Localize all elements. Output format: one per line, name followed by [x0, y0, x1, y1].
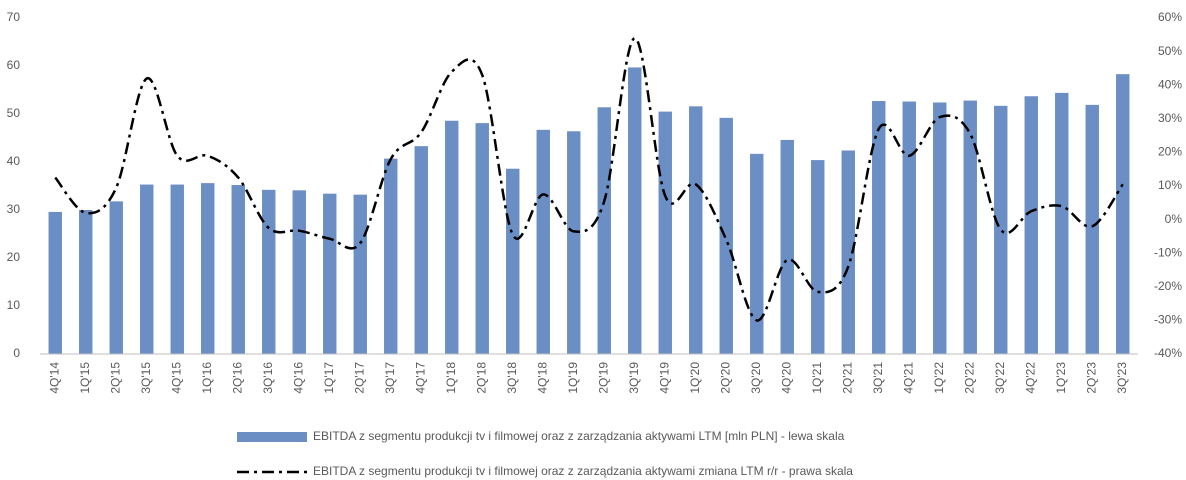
- bar: [323, 193, 337, 354]
- x-tick-label: 4Q'19: [657, 362, 671, 394]
- line: [54, 36, 1124, 322]
- bar: [689, 106, 703, 354]
- x-tick-label: 4Q'17: [413, 362, 427, 394]
- bar: [1024, 96, 1038, 355]
- y2-tick-label: 10%: [1158, 178, 1182, 192]
- bar: [811, 160, 825, 354]
- x-tick-label: 3Q'20: [749, 362, 763, 394]
- x-tick-label: 2Q'19: [596, 362, 610, 394]
- bar: [170, 184, 184, 354]
- x-tick-label: 1Q'17: [322, 362, 336, 394]
- bar: [384, 158, 398, 354]
- y2-tick-label: -20%: [1154, 279, 1182, 293]
- bar: [841, 150, 855, 354]
- x-tick-label: 3Q'15: [139, 362, 153, 394]
- x-tick-label: 1Q'19: [566, 362, 580, 394]
- bar: [536, 129, 550, 354]
- bar: [445, 120, 459, 354]
- bar: [750, 153, 764, 354]
- y2-tick-label: 60%: [1158, 10, 1182, 24]
- bar: [719, 117, 733, 354]
- y2-tick-label: 40%: [1158, 77, 1182, 91]
- y2-tick-label: -10%: [1154, 245, 1182, 259]
- bar: [262, 189, 276, 354]
- y2-tick-label: 20%: [1158, 145, 1182, 159]
- x-tick-label: 3Q'21: [871, 362, 885, 394]
- bar: [292, 190, 306, 354]
- x-tick-label: 4Q'18: [535, 362, 549, 394]
- x-tick-label: 1Q'16: [200, 362, 214, 394]
- legend-swatch: [237, 432, 307, 442]
- bar: [1116, 74, 1130, 354]
- x-tick-label: 3Q'16: [261, 362, 275, 394]
- x-tick-label: 1Q'23: [1054, 362, 1068, 394]
- bar: [902, 101, 916, 355]
- x-tick-label: 3Q'19: [627, 362, 641, 394]
- x-tick-label: 4Q'22: [1023, 362, 1037, 394]
- y2-tick-label: -30%: [1154, 313, 1182, 327]
- bar: [231, 185, 245, 354]
- legend-label: EBITDA z segmentu produkcji tv i filmowe…: [313, 429, 845, 443]
- y-tick-label: 40: [7, 154, 21, 168]
- bar: [201, 183, 215, 354]
- bar: [48, 211, 62, 354]
- bar: [140, 184, 154, 354]
- x-tick-label: 2Q'18: [474, 362, 488, 394]
- x-tick-label: 2Q'23: [1084, 362, 1098, 394]
- bar: [109, 201, 123, 354]
- x-tick-label: 1Q'21: [810, 362, 824, 394]
- bar: [79, 210, 93, 354]
- bar: [1085, 104, 1099, 354]
- x-tick-label: 2Q'20: [718, 362, 732, 394]
- y2-tick-label: -40%: [1154, 346, 1182, 360]
- y-tick-label: 10: [7, 298, 21, 312]
- x-tick-label: 1Q'22: [932, 362, 946, 394]
- x-tick-label: 4Q'20: [779, 362, 793, 394]
- bar: [414, 146, 428, 354]
- x-tick-label: 3Q'22: [993, 362, 1007, 394]
- x-tick-label: 2Q'17: [352, 362, 366, 394]
- bar: [475, 123, 489, 355]
- x-tick-label: 1Q'20: [688, 362, 702, 394]
- y-tick-label: 70: [7, 10, 21, 24]
- bar: [567, 131, 581, 354]
- x-tick-label: 4Q'15: [169, 362, 183, 394]
- y-tick-label: 30: [7, 202, 21, 216]
- x-tick-label: 3Q'17: [383, 362, 397, 394]
- bar: [597, 107, 611, 354]
- bar: [933, 102, 947, 354]
- bar: [994, 105, 1008, 354]
- x-tick-label: 2Q'15: [108, 362, 122, 394]
- bar: [963, 100, 977, 354]
- x-tick-label: 4Q'14: [47, 362, 61, 394]
- y2-tick-label: 50%: [1158, 44, 1182, 58]
- x-tick-label: 2Q'21: [840, 362, 854, 394]
- bar: [872, 101, 886, 354]
- x-tick-label: 2Q'16: [230, 362, 244, 394]
- y-tick-label: 60: [7, 58, 21, 72]
- y2-tick-label: 0%: [1165, 212, 1183, 226]
- y-tick-label: 50: [7, 106, 21, 120]
- x-tick-label: 1Q'15: [78, 362, 92, 394]
- x-tick-label: 3Q'18: [505, 362, 519, 394]
- y-tick-label: 20: [7, 250, 21, 264]
- x-tick-label: 2Q'22: [962, 362, 976, 394]
- bar: [780, 139, 794, 354]
- x-tick-label: 4Q'16: [291, 362, 305, 394]
- x-tick-label: 3Q'23: [1115, 362, 1129, 394]
- y2-tick-label: 30%: [1158, 111, 1182, 125]
- legend-label: EBITDA z segmentu produkcji tv i filmowe…: [313, 464, 853, 478]
- x-tick-label: 4Q'21: [901, 362, 915, 394]
- bar: [658, 111, 672, 354]
- x-tick-label: 1Q'18: [444, 362, 458, 394]
- y-tick-label: 0: [13, 346, 20, 360]
- bar: [628, 67, 642, 354]
- bar: [353, 194, 367, 354]
- bar: [1055, 92, 1069, 354]
- bar: [506, 168, 520, 354]
